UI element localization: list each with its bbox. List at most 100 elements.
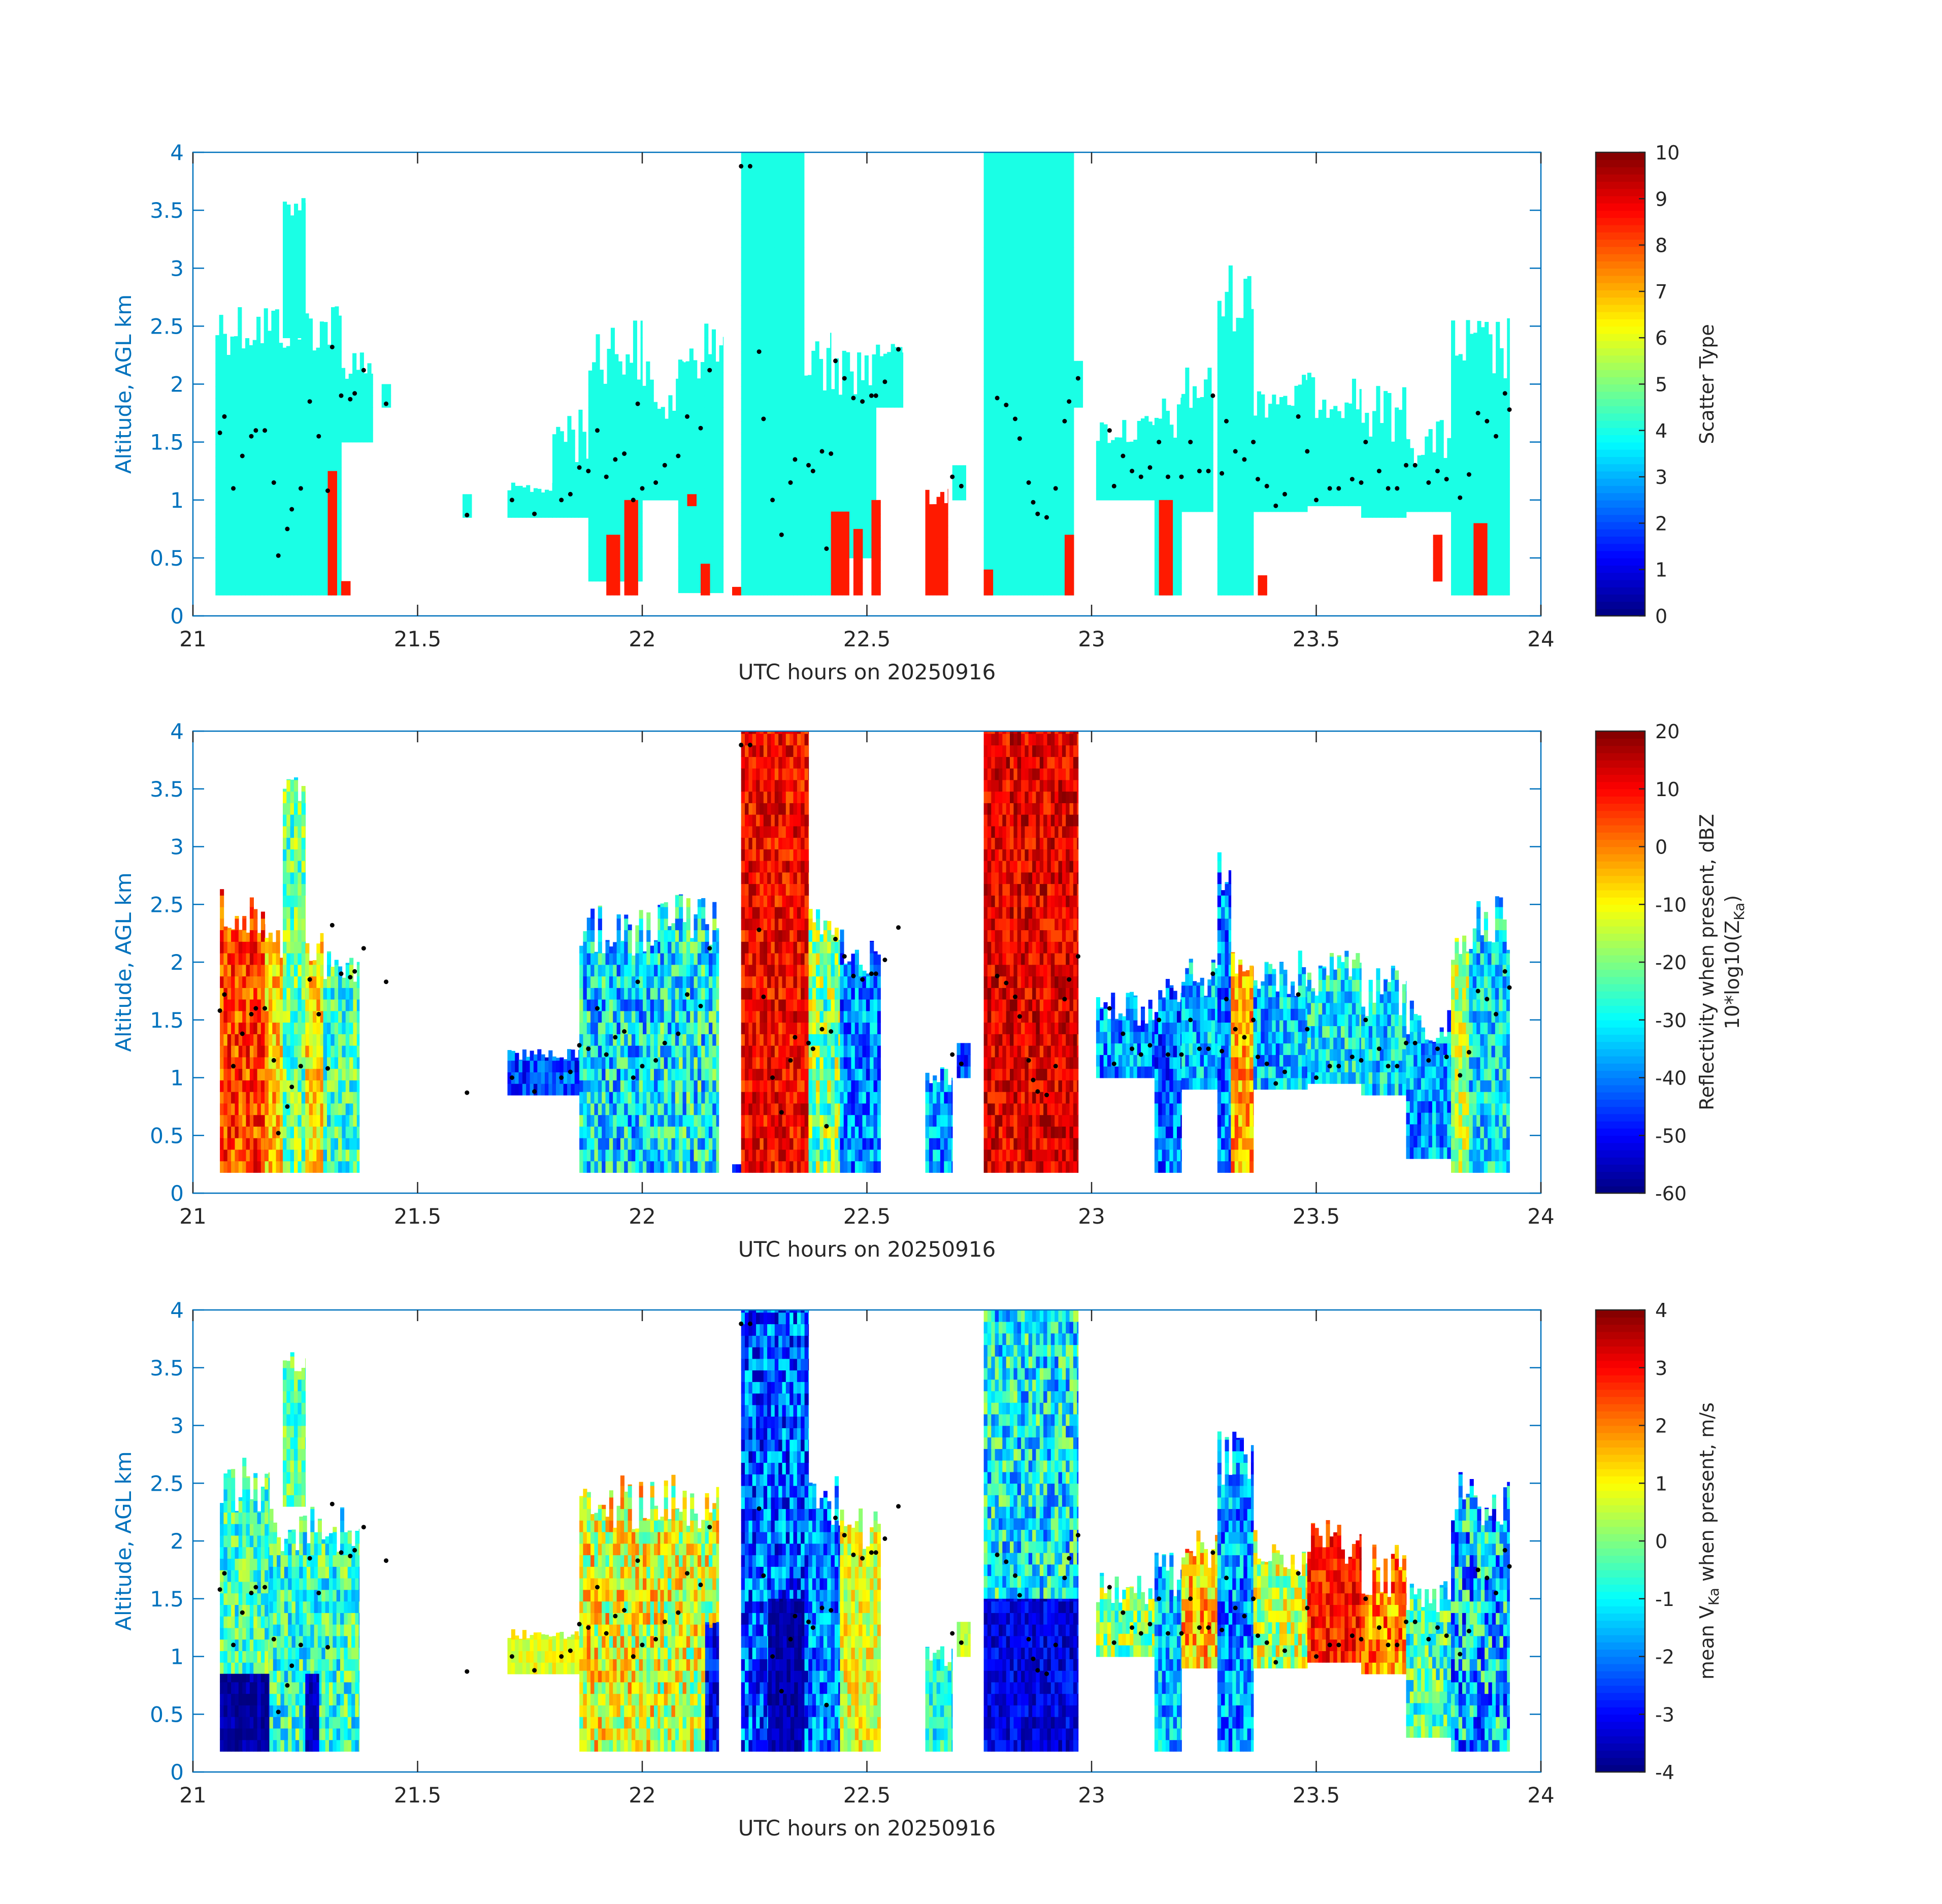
heatmap-cell [599, 430, 604, 443]
heatmap-cell [745, 270, 749, 283]
heatmap-cell [1177, 560, 1181, 572]
heatmap-cell [335, 398, 339, 410]
heatmap-cell [1211, 465, 1213, 477]
heatmap-cell [1232, 502, 1237, 514]
heatmap-cell [819, 421, 824, 434]
heatmap-cell [811, 350, 816, 352]
heatmap-cell [234, 583, 239, 596]
heatmap-cell [222, 363, 227, 375]
heatmap-cell [661, 453, 665, 466]
heatmap-cell [668, 477, 673, 489]
heatmap-cell [335, 537, 337, 549]
heatmap-cell [1169, 424, 1174, 434]
heatmap-cell [711, 349, 716, 362]
heatmap-cell [983, 154, 988, 167]
heatmap-cell [711, 569, 716, 582]
heatmap-cell [711, 546, 716, 559]
heatmap-cell [741, 282, 745, 294]
heatmap-cell [999, 270, 1003, 283]
heatmap-cell [290, 409, 294, 422]
heatmap-cell [763, 514, 768, 526]
heatmap-cell [849, 430, 854, 443]
heatmap-cell [868, 523, 873, 535]
heatmap-cell [849, 453, 854, 466]
heatmap-cell [819, 560, 824, 572]
heatmap-cell [588, 453, 593, 466]
heatmap-cell [811, 398, 816, 410]
heatmap-cell [1021, 444, 1026, 456]
heatmap-cell [983, 293, 988, 306]
heatmap-cell [700, 488, 705, 501]
heatmap-cell [1250, 467, 1254, 480]
heatmap-cell [715, 546, 720, 559]
heatmap-cell [715, 477, 720, 489]
heatmap-cell [793, 212, 798, 225]
heatmap-cell [1181, 488, 1186, 501]
heatmap-cell [704, 511, 709, 524]
heatmap-cell [1225, 386, 1229, 399]
heatmap-cell [797, 548, 801, 561]
heatmap-cell [700, 396, 705, 408]
heatmap-cell [785, 490, 790, 503]
heatmap-cell [771, 537, 775, 549]
heatmap-cell [1028, 317, 1033, 329]
heatmap-cell [785, 224, 790, 237]
heatmap-cell [215, 351, 220, 364]
heatmap-cell [995, 375, 999, 387]
heatmap-cell [1228, 514, 1233, 526]
heatmap-cell [1217, 537, 1222, 549]
heatmap-cell [646, 384, 650, 397]
heatmap-cell [987, 282, 992, 294]
heatmap-cell [371, 373, 373, 385]
heatmap-cell [279, 479, 283, 491]
heatmap-cell [1283, 430, 1288, 443]
heatmap-cell [801, 351, 805, 364]
heatmap-cell [741, 305, 745, 317]
heatmap-cell [1228, 386, 1233, 399]
heatmap-cell [1021, 386, 1026, 399]
heatmap-cell [1002, 236, 1007, 248]
heatmap-cell [1264, 442, 1269, 454]
heatmap-cell [752, 386, 756, 399]
heatmap-cell [1028, 351, 1033, 364]
heatmap-cell [789, 572, 794, 584]
heatmap-cell [807, 479, 812, 491]
heatmap-cell [1225, 444, 1229, 456]
heatmap-cell [715, 511, 720, 524]
heatmap-cell [1047, 270, 1051, 283]
heatmap-cell [533, 488, 538, 495]
heatmap-cell [1028, 421, 1033, 434]
heatmap-cell [835, 488, 839, 501]
heatmap-cell [1217, 386, 1222, 399]
heatmap-cell [642, 407, 647, 419]
heatmap-cell [797, 212, 801, 225]
heatmap-cell [1032, 409, 1037, 422]
heatmap-cell [1077, 360, 1081, 373]
heatmap-cell [1047, 189, 1051, 202]
heatmap-cell [760, 479, 764, 491]
heatmap-cell [283, 233, 287, 246]
heatmap-cell [1017, 154, 1022, 167]
heatmap-cell [1039, 398, 1044, 410]
heatmap-cell [252, 537, 257, 549]
heatmap-cell [1028, 340, 1033, 352]
heatmap-cell [745, 340, 749, 352]
heatmap-cell [637, 379, 641, 385]
heatmap-cell [252, 583, 257, 596]
heatmap-cell [293, 560, 298, 572]
heatmap-cell [767, 166, 772, 178]
heatmap-cell [1064, 572, 1069, 584]
heatmap-cell [1181, 465, 1186, 477]
heatmap-cell [778, 259, 783, 271]
heatmap-cell [301, 280, 306, 292]
heatmap-cell [745, 456, 749, 468]
heatmap-cell [1253, 442, 1258, 454]
heatmap-cell [807, 398, 812, 410]
heatmap-cell [624, 526, 629, 538]
heatmap-cell [760, 201, 764, 213]
heatmap-cell [879, 572, 881, 584]
heatmap-cell [826, 375, 831, 387]
heatmap-cell [327, 471, 332, 480]
heatmap-cell [1032, 363, 1037, 375]
heatmap-cell [596, 453, 600, 466]
